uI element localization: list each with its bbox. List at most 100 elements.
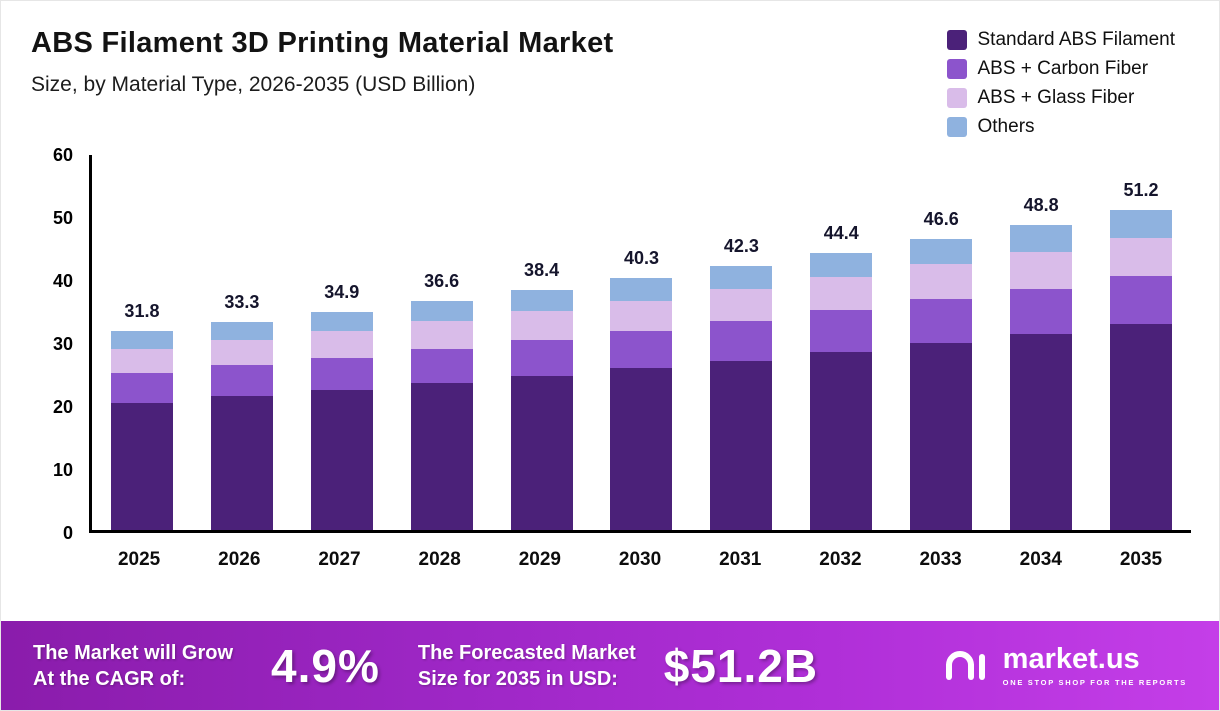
legend-item: ABS + Glass Fiber bbox=[946, 87, 1176, 109]
segment-others bbox=[610, 278, 673, 301]
segment-abs-glass-fiber bbox=[610, 300, 673, 331]
segment-abs-carbon-fiber bbox=[910, 299, 973, 344]
bar-total-label: 36.6 bbox=[424, 271, 460, 292]
brand-text: market.us ONE STOP SHOP FOR THE REPORTS bbox=[1002, 642, 1187, 687]
bar-total-label: 48.8 bbox=[1023, 195, 1059, 215]
x-axis-label: 2030 bbox=[618, 549, 662, 570]
segment-others bbox=[510, 290, 573, 312]
y-axis-tick: 60 bbox=[52, 145, 73, 165]
bar-group: 38.4 bbox=[492, 155, 592, 530]
plot-column: 31.8 33.3 34.9 36.6 38.4 40.3 42.3 44.4 46.6 48.8… bbox=[89, 155, 1191, 571]
segment-standard-abs-filament bbox=[610, 368, 673, 530]
segment-others bbox=[810, 252, 873, 277]
y-axis-tick: 10 bbox=[52, 460, 73, 481]
cagr-label: The Market will Grow At the CAGR of: bbox=[33, 640, 233, 692]
legend-label: Others bbox=[977, 116, 1035, 137]
legend-swatch bbox=[946, 30, 967, 50]
legend: Standard ABS Filament ABS + Carbon Fiber A… bbox=[946, 29, 1176, 138]
forecast-label-line2: Size for 2035 in USD: bbox=[417, 667, 618, 690]
segment-abs-glass-fiber bbox=[510, 311, 573, 340]
cagr-value: 4.9% bbox=[271, 639, 380, 692]
cagr-label-line1: The Market will Grow bbox=[33, 641, 234, 664]
segment-standard-abs-filament bbox=[810, 351, 873, 530]
segment-standard-abs-filament bbox=[1010, 334, 1073, 530]
stacked-bar-2029: 38.4 bbox=[510, 260, 573, 530]
segment-abs-glass-fiber bbox=[410, 321, 473, 349]
bar-group: 51.2 bbox=[1091, 155, 1191, 530]
segment-standard-abs-filament bbox=[710, 360, 773, 530]
stacked-bar-2030: 40.3 bbox=[610, 248, 673, 530]
y-axis-tick: 20 bbox=[52, 397, 73, 418]
bar-total-label: 38.4 bbox=[524, 260, 560, 280]
header: ABS Filament 3D Printing Material Market… bbox=[1, 1, 1219, 137]
bar-total-label: 44.4 bbox=[823, 222, 859, 243]
segment-standard-abs-filament bbox=[1110, 324, 1173, 530]
brand-tagline: ONE STOP SHOP FOR THE REPORTS bbox=[1002, 677, 1187, 687]
legend-item: ABS + Carbon Fiber bbox=[946, 58, 1176, 80]
y-axis-tick: 30 bbox=[52, 334, 73, 354]
segment-abs-carbon-fiber bbox=[1010, 288, 1073, 335]
chart-title: ABS Filament 3D Printing Material Market bbox=[31, 27, 614, 59]
segment-abs-carbon-fiber bbox=[810, 310, 873, 352]
bar-total-label: 34.9 bbox=[324, 281, 360, 302]
segment-abs-carbon-fiber bbox=[110, 372, 173, 403]
legend-swatch bbox=[946, 88, 967, 108]
x-axis-label: 2032 bbox=[819, 549, 862, 570]
brand-name: market.us bbox=[1002, 642, 1140, 675]
x-axis-label: 2035 bbox=[1119, 549, 1163, 570]
legend-item: Others bbox=[946, 116, 1176, 138]
stacked-bar-2033: 46.6 bbox=[910, 209, 973, 530]
segment-standard-abs-filament bbox=[310, 390, 373, 530]
legend-item: Standard ABS Filament bbox=[946, 29, 1175, 51]
plot-area: 31.8 33.3 34.9 36.6 38.4 40.3 42.3 44.4 46.6 48.8… bbox=[89, 155, 1191, 533]
x-axis-label: 2031 bbox=[719, 549, 762, 570]
legend-label: ABS + Carbon Fiber bbox=[977, 58, 1149, 79]
x-axis-label: 2026 bbox=[218, 549, 261, 570]
segment-abs-carbon-fiber bbox=[210, 365, 273, 397]
segment-abs-carbon-fiber bbox=[510, 340, 573, 377]
x-axis: 2025 2026 2027 2028 2029 2030 2031 2032 2033 2034… bbox=[89, 533, 1191, 571]
stacked-bar-2027: 34.9 bbox=[310, 282, 373, 530]
bar-group: 46.6 bbox=[891, 155, 991, 530]
bar-group: 36.6 bbox=[392, 155, 492, 530]
segment-others bbox=[1110, 210, 1173, 239]
x-axis-label: 2028 bbox=[418, 549, 461, 570]
x-axis-label: 2033 bbox=[919, 549, 962, 570]
y-axis-tick: 0 bbox=[62, 523, 73, 543]
segment-abs-glass-fiber bbox=[1010, 251, 1073, 289]
bar-group: 48.8 bbox=[991, 155, 1091, 530]
x-axis-label: 2034 bbox=[1019, 549, 1062, 570]
legend-label: ABS + Glass Fiber bbox=[977, 87, 1135, 108]
y-axis: 0 10 20 30 40 50 60 bbox=[27, 145, 89, 543]
segment-others bbox=[210, 321, 273, 340]
segment-abs-carbon-fiber bbox=[310, 357, 373, 390]
forecast-value: $51.2B bbox=[663, 639, 819, 692]
chart-subtitle: Size, by Material Type, 2026-2035 (USD B… bbox=[31, 73, 476, 96]
segment-others bbox=[710, 265, 773, 290]
stacked-bar-2032: 44.4 bbox=[810, 223, 873, 530]
bar-group: 31.8 bbox=[92, 155, 192, 530]
segment-others bbox=[110, 331, 173, 349]
x-axis-label: 2025 bbox=[117, 549, 161, 570]
stacked-bar-2034: 48.8 bbox=[1010, 195, 1073, 530]
bar-group: 34.9 bbox=[292, 155, 392, 530]
x-axis-label: 2027 bbox=[318, 549, 361, 570]
bar-group: 42.3 bbox=[691, 155, 791, 530]
stacked-bar-2026: 33.3 bbox=[210, 292, 273, 530]
segment-standard-abs-filament bbox=[910, 343, 973, 530]
legend-swatch bbox=[946, 117, 967, 137]
bar-total-label: 51.2 bbox=[1123, 180, 1159, 200]
segment-abs-carbon-fiber bbox=[410, 348, 473, 384]
segment-abs-carbon-fiber bbox=[1110, 276, 1173, 325]
segment-standard-abs-filament bbox=[210, 396, 273, 530]
segment-standard-abs-filament bbox=[110, 402, 173, 530]
bar-total-label: 33.3 bbox=[224, 291, 260, 312]
segment-abs-glass-fiber bbox=[210, 340, 273, 365]
forecast-label: The Forecasted Market Size for 2035 in U… bbox=[418, 640, 636, 692]
y-axis-tick: 50 bbox=[52, 208, 73, 228]
stacked-bar-2031: 42.3 bbox=[710, 236, 773, 530]
segment-others bbox=[1010, 225, 1073, 252]
segment-abs-glass-fiber bbox=[910, 264, 973, 300]
bar-group: 44.4 bbox=[791, 155, 891, 530]
